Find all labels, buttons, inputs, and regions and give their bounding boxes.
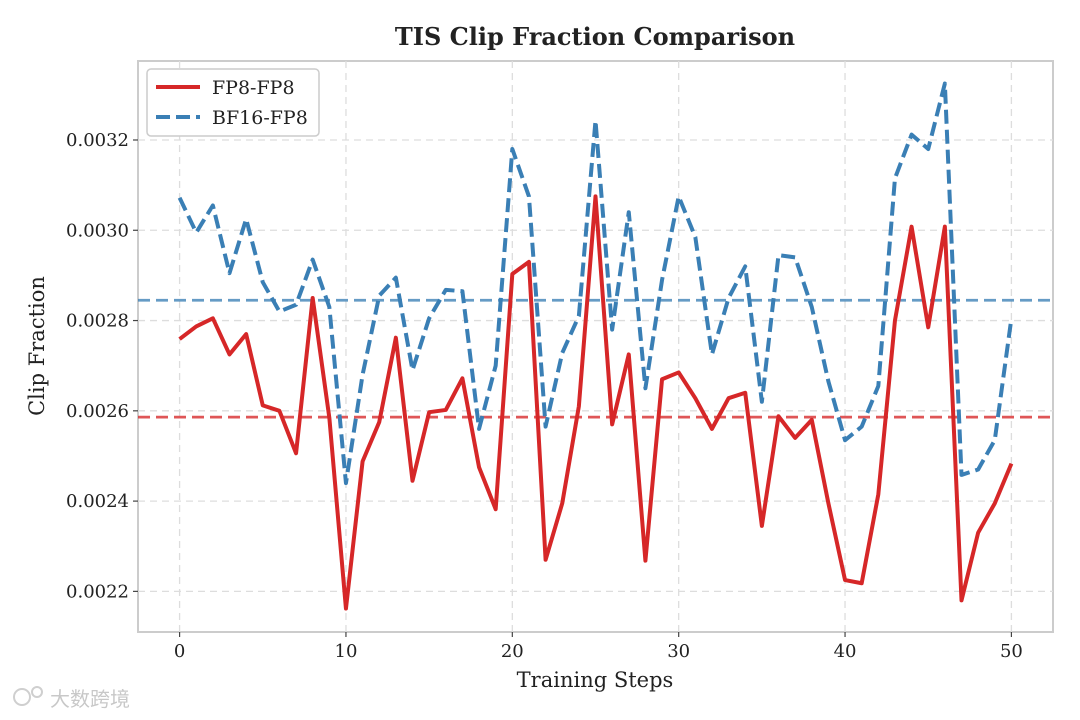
series-lines xyxy=(177,81,1014,611)
x-tick-label: 10 xyxy=(335,641,358,662)
watermark-logo-icon xyxy=(13,688,31,706)
watermark-text: 大数跨境 xyxy=(50,687,130,711)
x-tick-label: 40 xyxy=(834,641,857,662)
y-axis-label: Clip Fraction xyxy=(25,276,49,416)
y-tick-label: 0.0022 xyxy=(66,581,129,602)
x-axis-ticks: 0 10 20 30 40 50 xyxy=(174,632,1023,662)
series-line-fp8-fp8 xyxy=(178,194,1014,611)
chart-title: TIS Clip Fraction Comparison xyxy=(395,22,795,51)
watermark-logo-dot-icon xyxy=(31,686,43,698)
legend-label-bf16-fp8: BF16-FP8 xyxy=(212,107,308,129)
y-tick-label: 0.0032 xyxy=(66,130,129,151)
x-axis-label: Training Steps xyxy=(517,668,674,692)
x-tick-label: 0 xyxy=(174,641,185,662)
y-axis-ticks: 0.0022 0.0024 0.0026 0.0028 0.0030 0.0032 xyxy=(66,130,138,602)
x-tick-label: 50 xyxy=(1000,641,1023,662)
legend: FP8-FP8 BF16-FP8 xyxy=(146,68,320,137)
x-tick-label: 30 xyxy=(667,641,690,662)
watermark: 大数跨境 xyxy=(13,686,130,711)
y-tick-label: 0.0030 xyxy=(66,220,129,241)
y-tick-label: 0.0028 xyxy=(66,311,129,332)
y-tick-label: 0.0026 xyxy=(66,401,129,422)
legend-label-fp8-fp8: FP8-FP8 xyxy=(212,77,295,99)
grid-lines xyxy=(138,61,1053,632)
x-tick-label: 20 xyxy=(501,641,524,662)
y-tick-label: 0.0024 xyxy=(66,491,129,512)
plot-area xyxy=(137,60,1054,633)
